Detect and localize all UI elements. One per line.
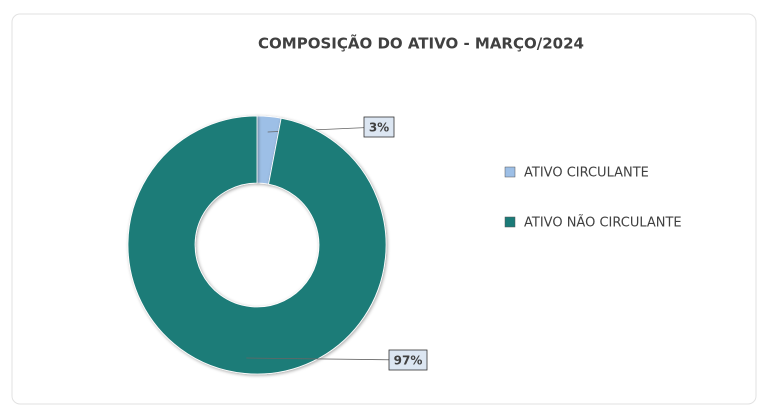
chart-title: COMPOSIÇÃO DO ATIVO - MARÇO/2024 [258,34,584,53]
data-label: 3% [369,121,389,135]
chart-card [11,13,757,405]
legend-label: ATIVO CIRCULANTE [524,166,649,181]
data-label-box [363,116,395,138]
legend-swatch [504,166,516,178]
data-label: 97% [394,354,423,368]
legend-label: ATIVO NÃO CIRCULANTE [524,215,682,231]
data-label-box [388,349,428,371]
legend-swatch [504,216,516,228]
leader-line [246,357,409,361]
slice [127,115,387,375]
